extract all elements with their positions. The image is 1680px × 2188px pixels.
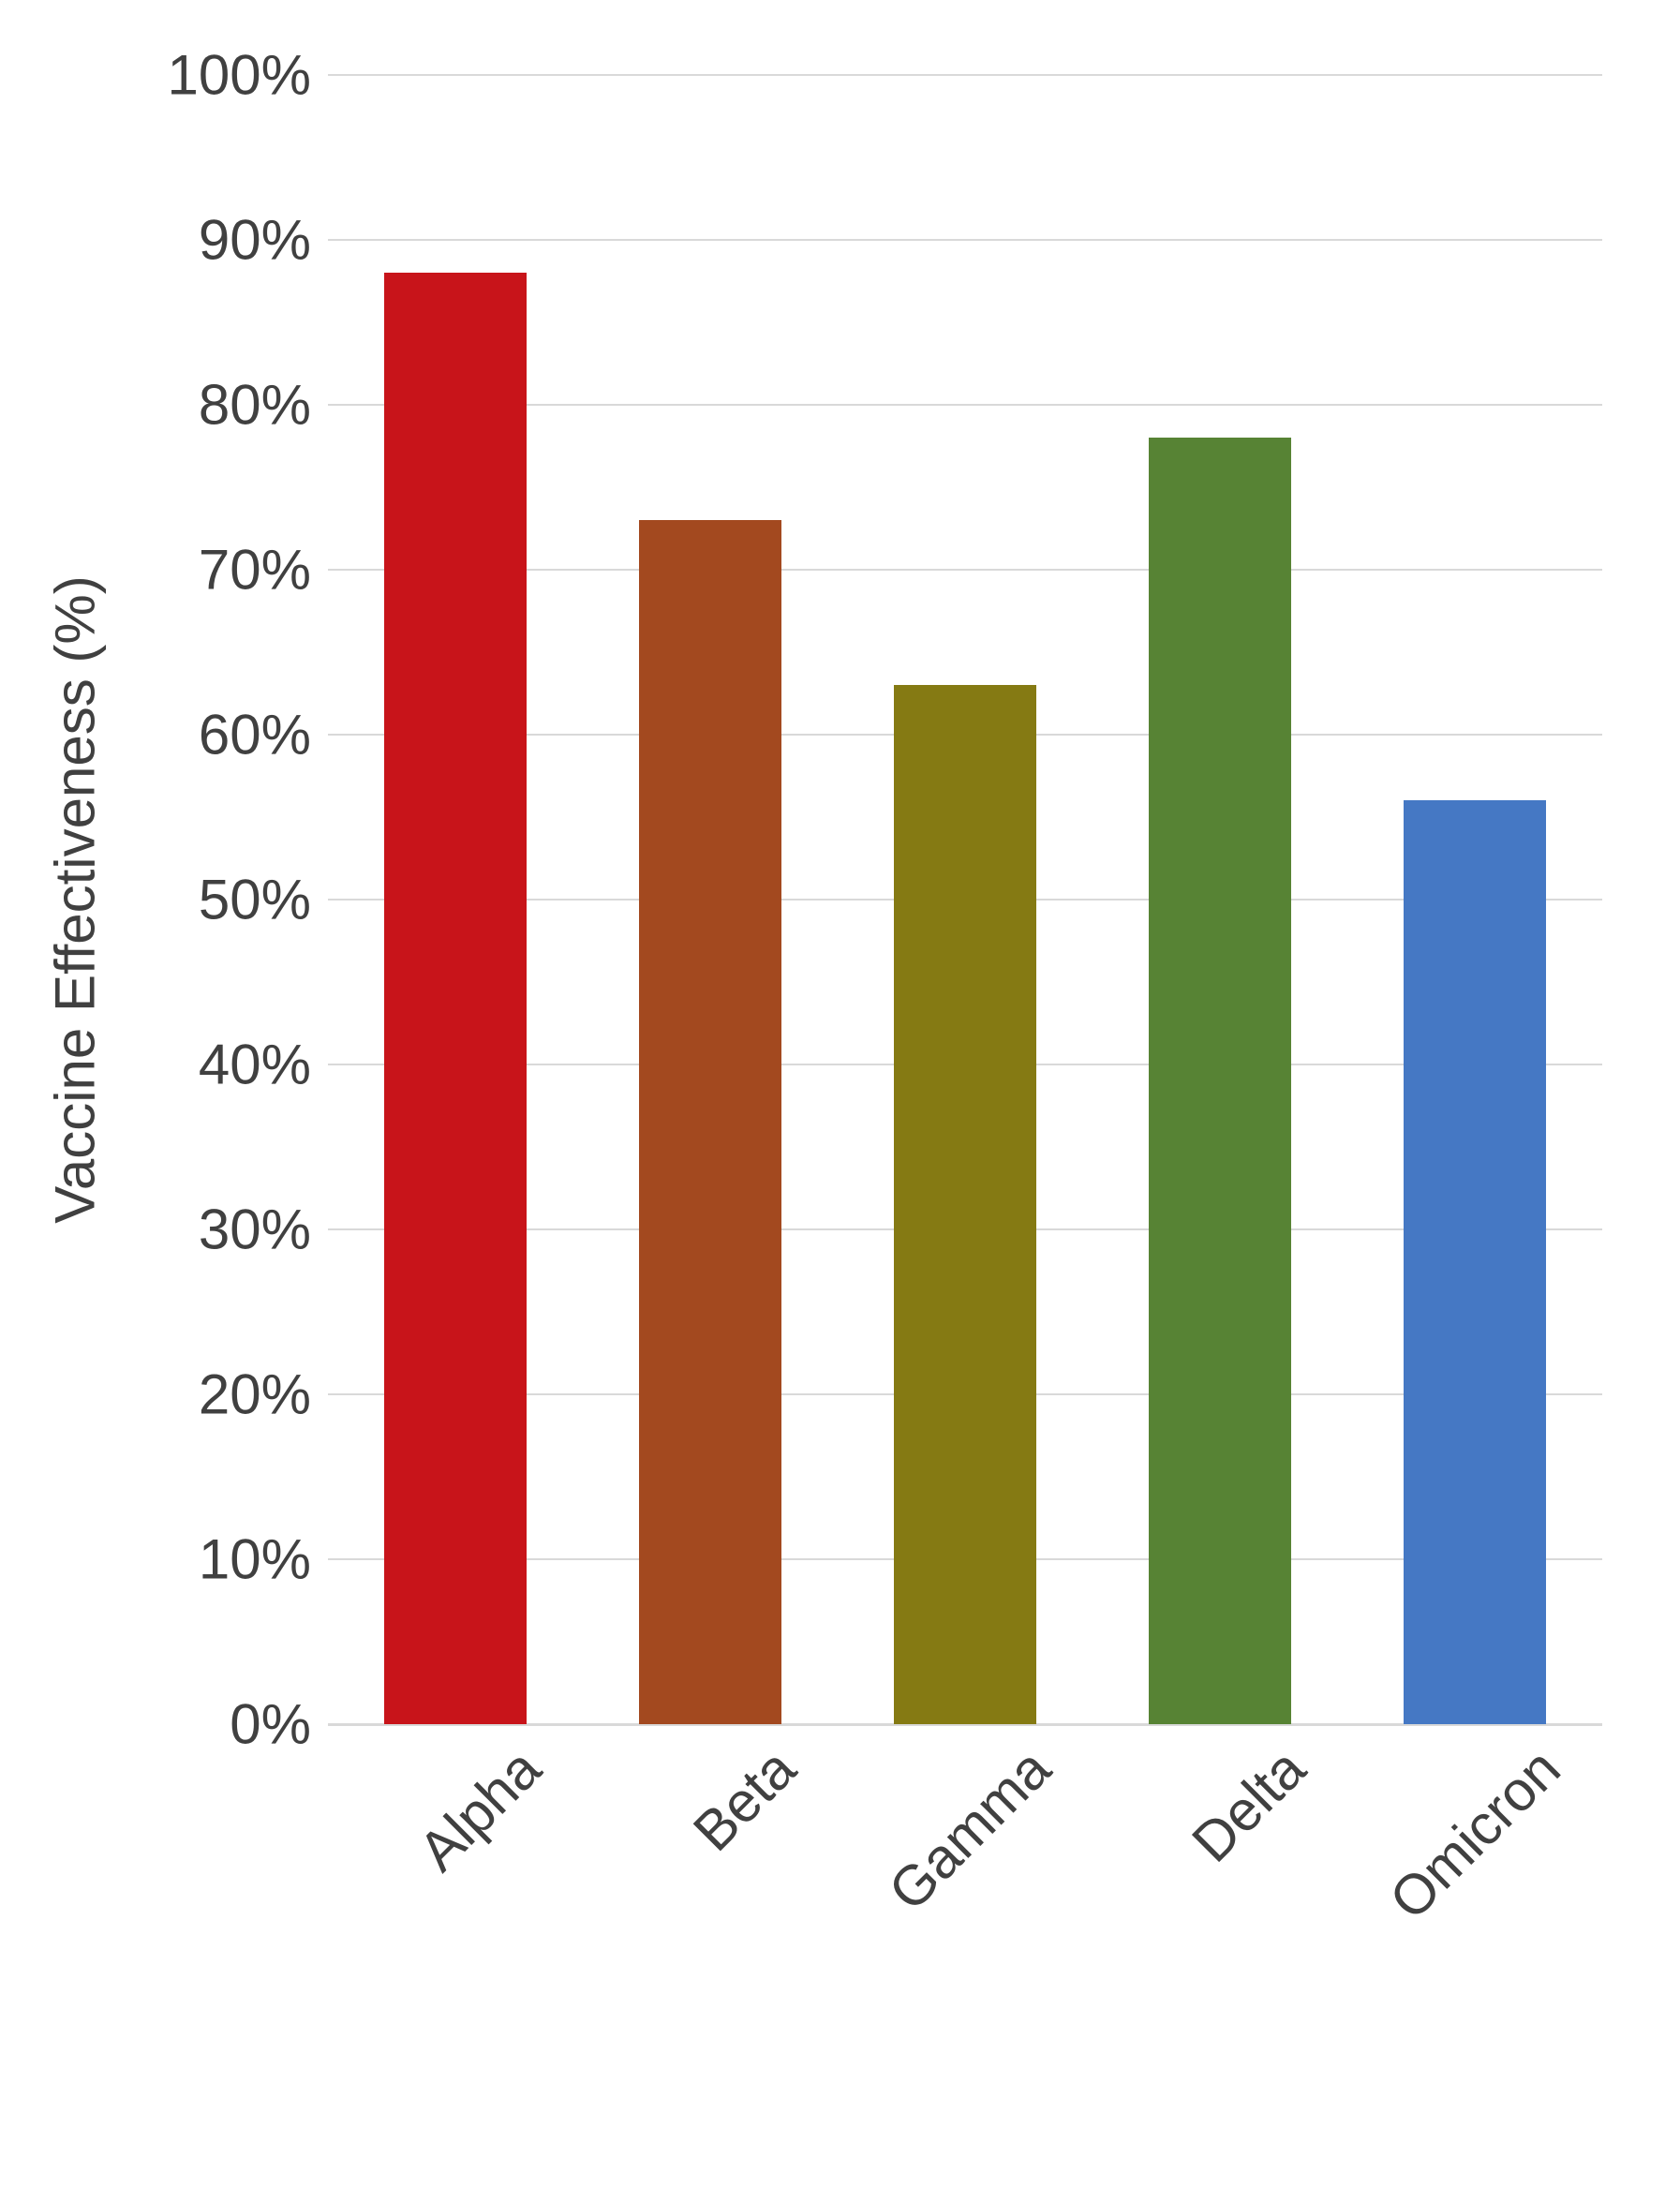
ytick-label: 10% — [199, 1527, 328, 1592]
ytick-label: 80% — [199, 373, 328, 438]
ytick-label: 70% — [199, 538, 328, 603]
ytick-label: 60% — [199, 703, 328, 767]
gridline — [328, 239, 1602, 241]
bar — [1149, 438, 1291, 1724]
ytick-label: 20% — [199, 1362, 328, 1427]
ytick-label: 100% — [168, 43, 328, 108]
xtick-label: Beta — [668, 1724, 808, 1864]
y-axis-label: Vaccine Effectiveness (%) — [43, 575, 108, 1223]
bar — [894, 685, 1036, 1724]
ytick-label: 30% — [199, 1198, 328, 1262]
xtick-label: Gamma — [864, 1724, 1063, 1923]
ytick-label: 50% — [199, 868, 328, 932]
ytick-label: 0% — [230, 1692, 328, 1757]
gridline — [328, 74, 1602, 76]
plot-area: 0%10%20%30%40%50%60%70%80%90%100%AlphaBe… — [328, 75, 1602, 1726]
bar — [1404, 800, 1546, 1724]
bar — [639, 520, 781, 1724]
ytick-label: 90% — [199, 208, 328, 273]
bar-chart: 0% 10% 20% 30% 40% 50% 60% 70% 80% 90% 100% Alpha Be… — [0, 0, 1680, 2188]
xtick-label: Alpha — [394, 1724, 553, 1883]
xtick-label: Omicron — [1364, 1724, 1572, 1932]
xtick-label: Delta — [1167, 1724, 1318, 1875]
ytick-label: 40% — [199, 1033, 328, 1097]
bar — [384, 273, 527, 1724]
